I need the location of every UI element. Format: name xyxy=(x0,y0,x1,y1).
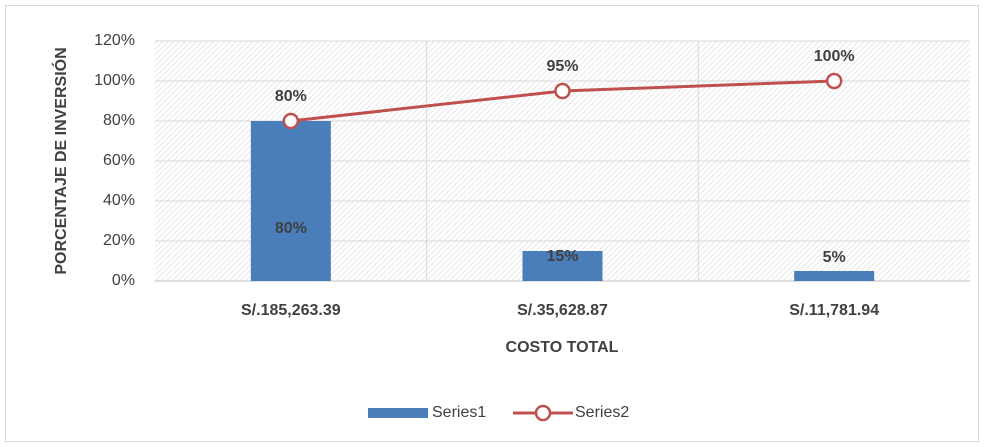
y-tick-label: 40% xyxy=(103,192,135,209)
legend-label: Series1 xyxy=(432,404,486,421)
legend-label: Series2 xyxy=(575,404,629,421)
y-axis-label: PORCENTAJE DE INVERSIÓN xyxy=(51,47,70,274)
x-tick-label: S/.185,263.39 xyxy=(241,302,341,319)
y-tick-label: 20% xyxy=(103,232,135,249)
data-label: 80% xyxy=(275,88,307,105)
data-label: 15% xyxy=(546,248,578,265)
legend-marker xyxy=(534,404,552,422)
bar xyxy=(522,251,603,281)
data-label: 100% xyxy=(814,48,855,65)
x-axis-label: COSTO TOTAL xyxy=(506,339,619,356)
x-tick-label: S/.11,781.94 xyxy=(789,302,879,319)
line-marker xyxy=(554,82,571,100)
data-label: 95% xyxy=(546,58,578,75)
line-marker xyxy=(282,112,300,130)
line-marker xyxy=(825,72,843,90)
legend-swatch xyxy=(368,408,428,418)
y-tick-label: 80% xyxy=(103,112,135,129)
data-label: 5% xyxy=(823,249,846,266)
y-tick-label: 120% xyxy=(94,32,135,49)
y-tick-label: 60% xyxy=(103,152,135,169)
data-label: 80% xyxy=(275,220,307,237)
bar xyxy=(794,271,875,281)
x-tick-label: S/.35,628.87 xyxy=(517,302,608,319)
y-tick-label: 0% xyxy=(112,272,135,289)
bar xyxy=(250,121,331,281)
y-tick-label: 100% xyxy=(94,72,135,89)
